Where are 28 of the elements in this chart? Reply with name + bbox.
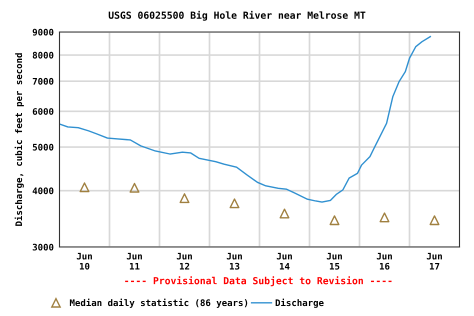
x-tick-label: Jun 17 [426,252,442,270]
point [330,215,340,226]
x-tick-label: Jun 13 [226,252,242,270]
point [280,208,290,218]
point [380,212,390,222]
x-tick-label: Jun 12 [176,252,192,270]
point [430,215,440,226]
x-tick-label: Jun 15 [326,252,342,270]
x-tick-label: Jun 11 [126,252,142,270]
point [80,182,90,192]
legend-label: Median daily statistic (86 years) [70,298,248,308]
x-tick-label: Jun 10 [76,252,92,270]
legend-label: Discharge [276,298,324,308]
chart-title: USGS 06025500 Big Hole River near Melrose MT [108,10,366,21]
y-axis-title: Discharge, cubic feet per second [14,53,24,226]
y-tick-label: 3000 [32,244,54,251]
text: ---- Provisional Data Subject to Revision ---- [125,276,392,286]
y-tick-label: 7000 [32,78,54,85]
x-tick-label: Jun 14 [276,252,292,270]
y-tick-label: 4000 [32,187,54,194]
y-tick-label: 6000 [32,108,54,115]
y-tick-label: 5000 [32,144,54,151]
x-tick-label: Jun 16 [376,252,392,270]
y-tick-label: 8000 [32,52,54,59]
point [130,182,140,193]
y-tick-label: 9000 [32,28,54,36]
point [180,193,190,204]
point [230,198,240,208]
